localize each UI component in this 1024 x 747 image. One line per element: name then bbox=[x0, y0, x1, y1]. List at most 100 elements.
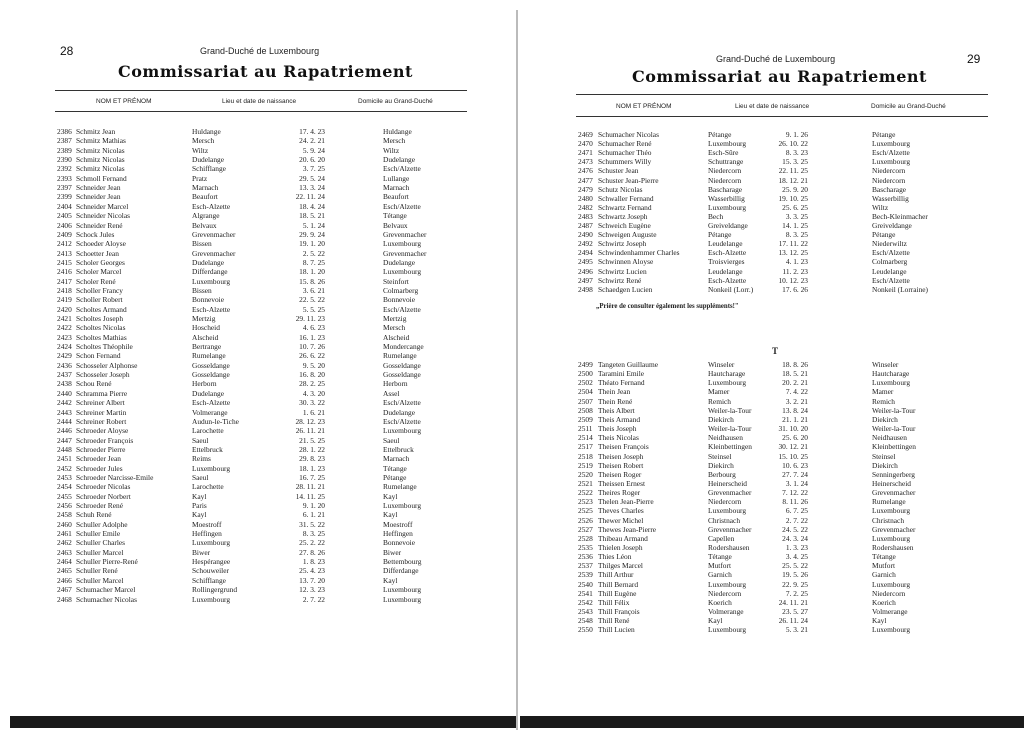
domicile: Mersch bbox=[383, 323, 406, 333]
entry-number: 2520 bbox=[578, 469, 593, 479]
domicile: Bascharage bbox=[872, 184, 907, 194]
entry-name: Thewes Jean-Pierre bbox=[598, 524, 657, 534]
divider bbox=[55, 90, 467, 91]
table-row: 2507 Thein René Remich 3. 2. 21 Remich bbox=[518, 397, 1018, 406]
domicile: Grevenmacher bbox=[872, 488, 916, 498]
column-header-birth: Lieu et date de naissance bbox=[735, 103, 810, 110]
birthplace: Kayl bbox=[708, 616, 723, 626]
domicile: Beaufort bbox=[383, 192, 409, 202]
domicile: Steinsel bbox=[872, 451, 896, 461]
birthplace: Kayl bbox=[192, 510, 207, 520]
birthplace: Koerich bbox=[708, 597, 732, 607]
birth-date: 9. 5. 20 bbox=[302, 360, 325, 370]
entry-number: 2405 bbox=[57, 211, 72, 221]
domicile: Esch/Alzette bbox=[383, 201, 421, 211]
domicile: Diekirch bbox=[872, 460, 898, 470]
birth-date: 30. 12. 21 bbox=[778, 442, 808, 452]
entry-name: Theires Roger bbox=[598, 488, 641, 498]
birth-date: 17. 4. 23 bbox=[299, 127, 325, 136]
domicile: Mondercange bbox=[383, 342, 424, 352]
entry-name: Schock Jules bbox=[76, 229, 115, 239]
birth-date: 13. 3. 24 bbox=[299, 183, 325, 193]
entry-number: 2526 bbox=[578, 515, 593, 525]
birth-date: 15. 10. 25 bbox=[778, 451, 808, 461]
entry-number: 2469 bbox=[578, 130, 593, 139]
entry-name: Theis Joseph bbox=[598, 424, 637, 434]
table-row: 2496 Schwirtz Lucien Leudelange 11. 2. 23 Le… bbox=[518, 267, 1018, 276]
entry-number: 2539 bbox=[578, 570, 593, 580]
birthplace: Winseler bbox=[708, 360, 735, 369]
entry-name: Schuller Marcel bbox=[76, 547, 124, 557]
birthplace: Niedercorn bbox=[708, 497, 742, 507]
entry-number: 2517 bbox=[578, 442, 593, 452]
entry-number: 2535 bbox=[578, 543, 593, 552]
entry-number: 2542 bbox=[578, 597, 593, 607]
domicile: Grevenmacher bbox=[383, 229, 427, 239]
table-row: 2463 Schuller Marcel Biwer 27. 8. 26 Biwer bbox=[0, 548, 500, 557]
birth-date: 4. 3. 20 bbox=[302, 388, 325, 398]
entry-number: 2440 bbox=[57, 388, 72, 398]
birth-date: 4. 1. 23 bbox=[785, 257, 808, 267]
entry-number: 2496 bbox=[578, 266, 593, 276]
birthplace: Weiler-la-Tour bbox=[708, 424, 752, 434]
birth-date: 18. 1. 20 bbox=[299, 267, 325, 277]
entry-name: Thill Bernard bbox=[598, 579, 639, 589]
birth-date: 22. 5. 22 bbox=[299, 295, 325, 305]
birthplace: Neidhausen bbox=[708, 433, 743, 443]
entry-number: 2390 bbox=[57, 155, 72, 165]
entry-name: Thies Léon bbox=[598, 552, 632, 562]
birthplace: Paris bbox=[192, 501, 207, 510]
entry-number: 2429 bbox=[57, 351, 72, 361]
domicile: Colmarberg bbox=[872, 257, 908, 267]
entry-name: Schosseler Alphonse bbox=[76, 360, 138, 370]
domicile: Esch/Alzette bbox=[383, 416, 421, 426]
domicile: Niedercorn bbox=[872, 166, 906, 176]
birth-date: 29. 8. 23 bbox=[299, 454, 325, 464]
table-row: 2456 Schroeder René Paris 9. 1. 20 Luxembour… bbox=[0, 501, 500, 510]
domicile: Mamer bbox=[872, 387, 894, 397]
birthplace: Luxembourg bbox=[708, 579, 747, 589]
entry-number: 2479 bbox=[578, 184, 593, 194]
birth-date: 15. 8. 26 bbox=[299, 276, 325, 286]
birth-date: 22. 9. 25 bbox=[782, 579, 808, 589]
entry-number: 2487 bbox=[578, 221, 593, 230]
entry-number: 2452 bbox=[57, 463, 72, 473]
birthplace: Wasserbillig bbox=[708, 193, 745, 203]
domicile: Rumelange bbox=[872, 497, 906, 507]
birth-date: 3. 6. 21 bbox=[302, 285, 325, 295]
entry-number: 2463 bbox=[57, 547, 72, 557]
birthplace: Algrange bbox=[192, 211, 220, 221]
entry-name: Schuller Pierre-René bbox=[76, 557, 138, 567]
birth-date: 19. 5. 26 bbox=[782, 570, 808, 580]
entry-number: 2509 bbox=[578, 414, 593, 424]
table-row: 2511 Theis Joseph Weiler-la-Tour 31. 10. 20… bbox=[518, 424, 1018, 433]
birthplace: Grevenmacher bbox=[192, 229, 236, 239]
right-page: Grand-Duché de Luxembourg 29 Commissaria… bbox=[518, 0, 1024, 747]
table-row: 2500 Taramini Emile Hautcharage 18. 5. 21 Ha… bbox=[518, 369, 1018, 378]
entry-number: 2416 bbox=[57, 267, 72, 277]
table-row: 2548 Thill René Kayl 26. 11. 24 Kayl bbox=[518, 616, 1018, 625]
entry-name: Thewer Michel bbox=[598, 515, 644, 525]
birth-date: 8. 3. 25 bbox=[302, 529, 325, 539]
entry-number: 2504 bbox=[578, 387, 593, 397]
entry-name: Schon Fernand bbox=[76, 351, 121, 361]
birthplace: Ettelbruck bbox=[192, 444, 223, 454]
entry-number: 2418 bbox=[57, 285, 72, 295]
table-row: 2499 Tangeten Guillaume Winseler 18. 8. 26 W… bbox=[518, 360, 1018, 369]
table-row: 2492 Schwirtz Joseph Leudelange 17. 11. 22 N… bbox=[518, 239, 1018, 248]
entry-name: Schroeder Jules bbox=[76, 463, 123, 473]
birthplace: Bissen bbox=[192, 285, 212, 295]
birthplace: Bertrange bbox=[192, 342, 222, 352]
entry-number: 2502 bbox=[578, 378, 593, 388]
birth-date: 2. 7. 22 bbox=[785, 515, 808, 525]
domicile: Volmerange bbox=[872, 607, 908, 617]
birthplace: Beaufort bbox=[192, 192, 218, 202]
entry-name: Scholtes Joseph bbox=[76, 314, 124, 323]
domicile: Kayl bbox=[383, 510, 398, 520]
entry-name: Schmitz Nicolas bbox=[76, 145, 125, 155]
birth-date: 6. 7. 25 bbox=[785, 506, 808, 516]
birth-date: 25. 9. 20 bbox=[782, 184, 808, 194]
entry-number: 2492 bbox=[578, 239, 593, 249]
birth-date: 8. 7. 25 bbox=[302, 257, 325, 267]
table-row: 2386 Schmitz Jean Huldange 17. 4. 23 Huldang… bbox=[0, 127, 500, 136]
